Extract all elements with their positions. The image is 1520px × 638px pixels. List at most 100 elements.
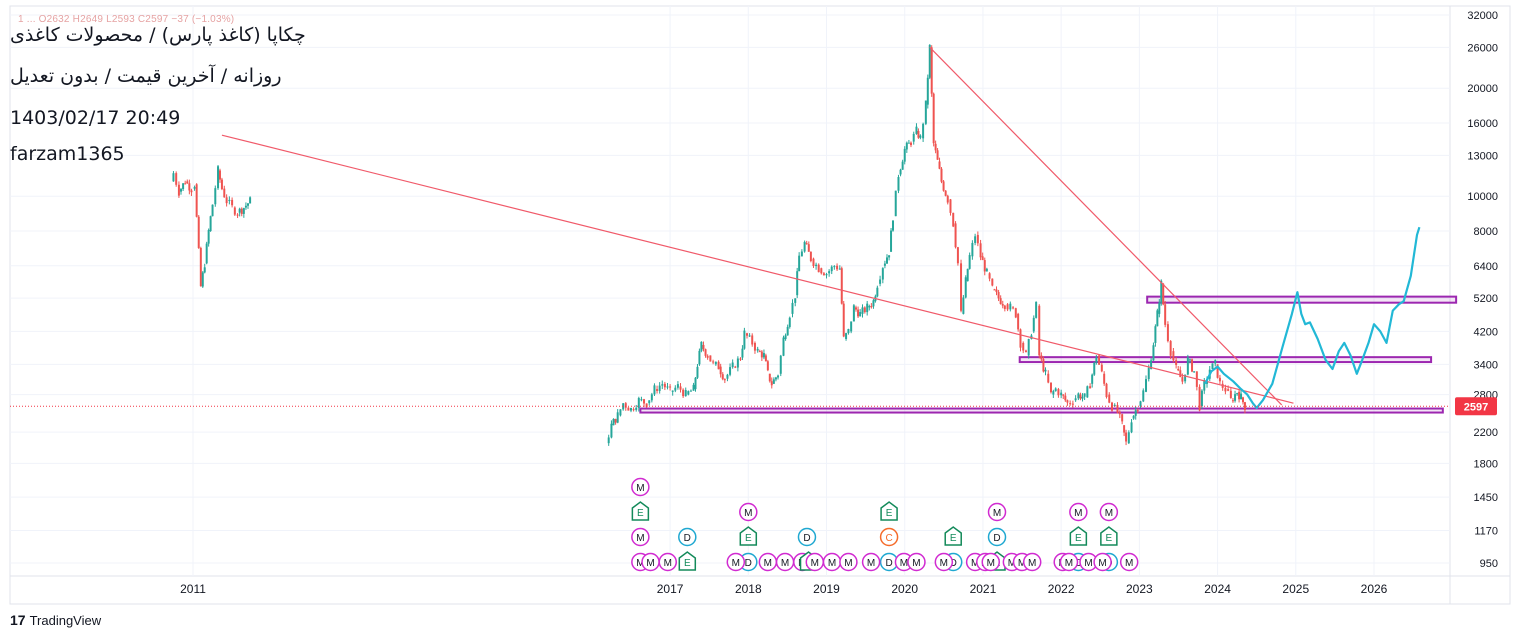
candle-body xyxy=(915,126,918,134)
candle-body xyxy=(1243,402,1246,411)
candle-body xyxy=(1145,379,1148,392)
candle-body xyxy=(863,307,866,313)
event-circle xyxy=(1022,552,1042,572)
candle-body xyxy=(1123,425,1126,433)
event-circle xyxy=(934,552,954,572)
earnings-shape xyxy=(1100,526,1118,546)
candle-body xyxy=(1231,400,1234,402)
price-tick-label: 8000 xyxy=(1474,226,1498,238)
event-letter: D xyxy=(803,533,810,544)
candle-body xyxy=(209,216,212,232)
candle-body xyxy=(1038,305,1041,356)
candle-body xyxy=(661,384,664,386)
candle-body xyxy=(1108,394,1111,403)
event-marker-e: E xyxy=(880,501,898,521)
candle-body xyxy=(739,358,742,360)
candle-body xyxy=(706,355,709,358)
event-marker-m: M xyxy=(822,552,842,572)
event-letter: M xyxy=(1028,558,1036,569)
event-letter: E xyxy=(684,558,691,569)
candle-body xyxy=(753,342,756,351)
candle-body xyxy=(1160,280,1163,303)
candle-body xyxy=(909,142,912,146)
candle-body xyxy=(836,265,839,270)
candle-body xyxy=(1118,412,1121,415)
time-tick-label: 2024 xyxy=(1204,582,1231,596)
candle-body xyxy=(199,247,202,287)
event-letter: M xyxy=(732,558,740,569)
event-letter: M xyxy=(811,558,819,569)
candle-body xyxy=(842,303,845,337)
event-letter: M xyxy=(1105,508,1113,519)
event-marker-c: C xyxy=(879,527,899,547)
event-marker-m: M xyxy=(641,552,660,572)
event-letter: D xyxy=(993,533,1000,544)
candle-body xyxy=(607,437,610,444)
candle-body xyxy=(988,273,991,279)
ohlc-readout: 1 ... O2632 H2649 L2593 C2597 −37 (−1.03… xyxy=(18,14,235,25)
candle-body xyxy=(1186,357,1189,375)
candle-body xyxy=(1125,432,1128,442)
event-letter: E xyxy=(950,533,957,544)
candle-body xyxy=(702,344,705,350)
tradingview-brand[interactable]: 17 TradingView xyxy=(10,612,101,628)
candle-body xyxy=(796,271,799,296)
candle-body xyxy=(800,251,803,257)
candle-body xyxy=(772,379,775,384)
event-marker-m: M xyxy=(739,502,758,522)
price-tick-label: 10000 xyxy=(1467,191,1498,203)
event-letter: E xyxy=(1075,533,1082,544)
time-tick-label: 2026 xyxy=(1361,582,1388,596)
candle-body xyxy=(879,279,882,284)
event-circle xyxy=(1093,552,1112,572)
candle-body xyxy=(962,297,965,314)
candle-body xyxy=(622,403,625,410)
candle-body xyxy=(817,264,820,273)
candle-body xyxy=(960,263,963,311)
candle-body xyxy=(228,199,231,201)
candle-body xyxy=(632,409,635,411)
candle-body xyxy=(1127,432,1130,444)
candle-body xyxy=(650,394,653,401)
candle-body xyxy=(1158,302,1161,314)
chart-datetime: 1403/02/17 20:49 xyxy=(10,107,181,129)
candle-body xyxy=(1130,422,1133,433)
candle-body xyxy=(1012,307,1015,309)
candle-body xyxy=(903,148,906,162)
event-marker-d: D xyxy=(678,527,697,547)
candle-body xyxy=(247,203,250,206)
candle-body xyxy=(748,335,751,337)
candle-body xyxy=(193,187,196,189)
candle-body xyxy=(734,366,737,368)
candle-body xyxy=(175,173,178,185)
candle-body xyxy=(729,367,732,375)
event-letter: M xyxy=(781,558,789,569)
candle-body xyxy=(1071,403,1074,405)
event-marker-e: E xyxy=(1069,526,1088,546)
price-tick-label: 1450 xyxy=(1474,492,1498,504)
candle-body xyxy=(1113,404,1116,407)
candle-body xyxy=(616,412,619,423)
candle-body xyxy=(1105,383,1108,398)
candle-body xyxy=(637,398,640,408)
price-tick-label: 13000 xyxy=(1467,150,1498,162)
candle-body xyxy=(857,309,860,317)
candle-body xyxy=(791,302,794,314)
candle-body xyxy=(1040,355,1043,360)
event-letter: M xyxy=(1084,558,1092,569)
candle-body xyxy=(180,189,183,192)
event-letter: M xyxy=(646,558,654,569)
event-letter: M xyxy=(744,508,752,519)
candle-body xyxy=(756,348,759,351)
candle-body xyxy=(886,257,889,264)
candle-body xyxy=(203,267,206,273)
candle-body xyxy=(1057,389,1060,396)
candle-body xyxy=(946,195,949,203)
event-marker-e: E xyxy=(1100,526,1118,546)
candle-body xyxy=(1162,283,1165,305)
candle-body xyxy=(653,385,656,395)
price-zone xyxy=(1018,356,1433,364)
candle-body xyxy=(838,268,841,270)
candle-body xyxy=(671,390,674,392)
